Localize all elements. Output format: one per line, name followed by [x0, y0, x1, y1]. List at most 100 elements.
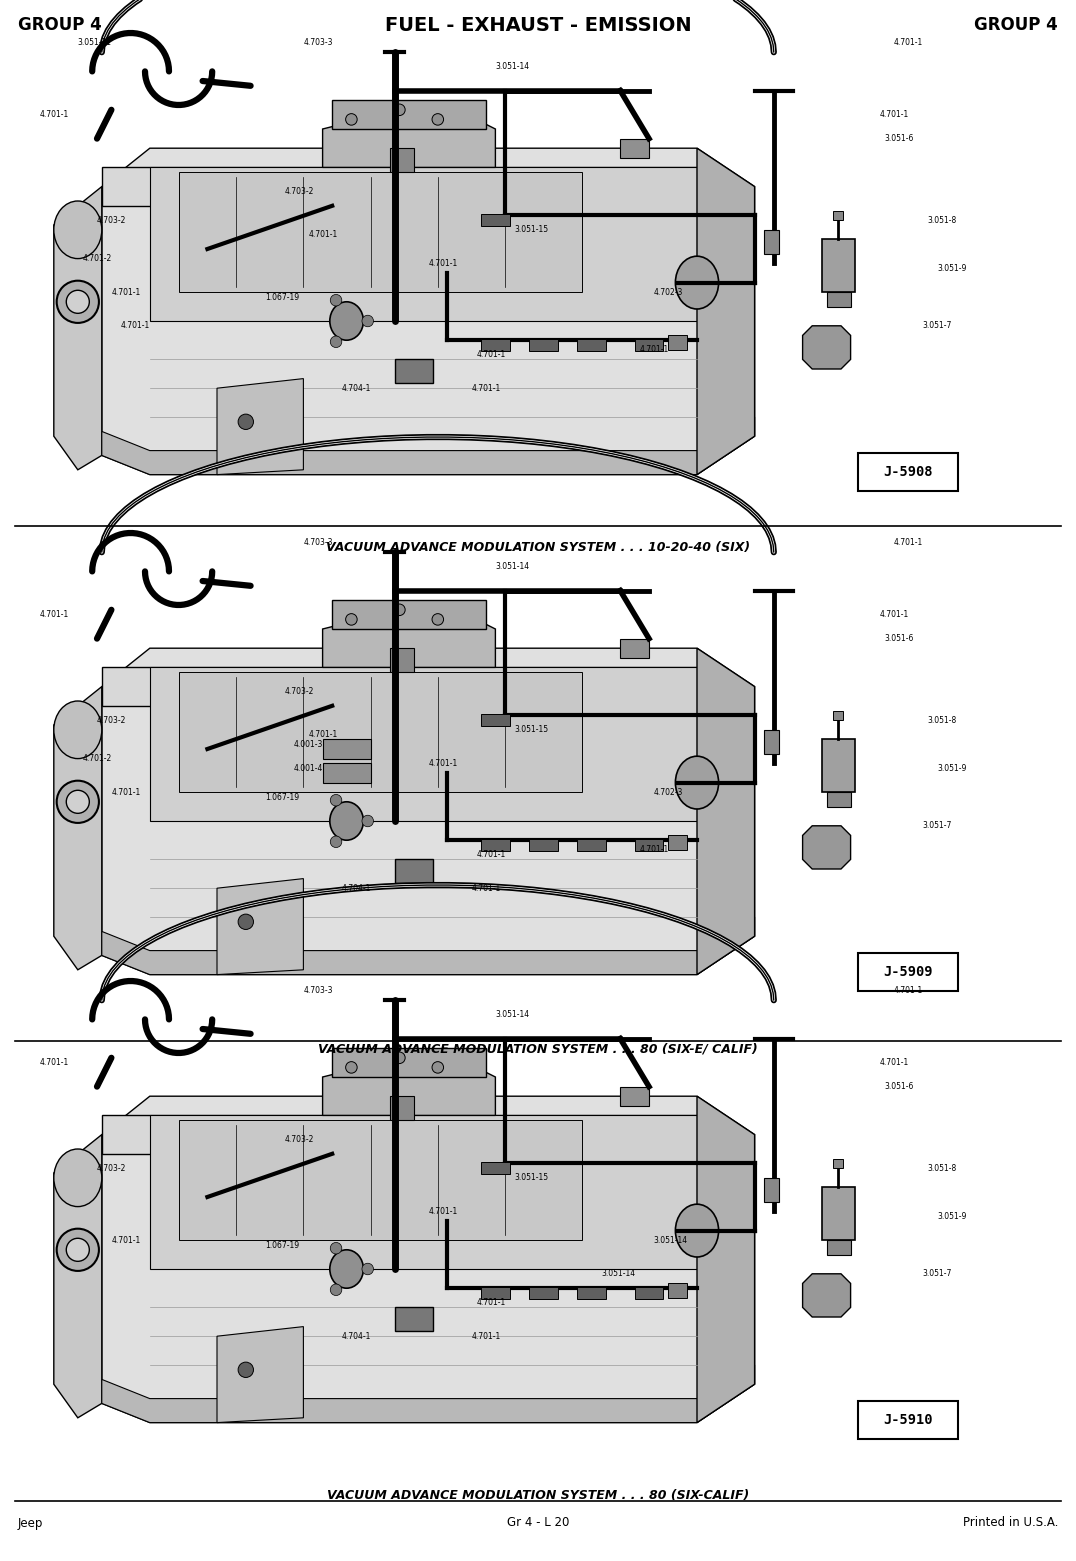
- Text: 4.701-1: 4.701-1: [428, 259, 457, 268]
- Text: 4.703-2: 4.703-2: [284, 687, 313, 696]
- Circle shape: [362, 815, 373, 827]
- Text: 3.051-6: 3.051-6: [884, 634, 914, 643]
- Text: 4.701-1: 4.701-1: [112, 287, 141, 297]
- Bar: [635, 1288, 664, 1299]
- Ellipse shape: [330, 1250, 364, 1288]
- Bar: [332, 1047, 485, 1077]
- Circle shape: [330, 1243, 342, 1253]
- Text: 4.703-2: 4.703-2: [284, 1135, 313, 1144]
- Text: 4.701-1: 4.701-1: [639, 345, 668, 354]
- Circle shape: [362, 1263, 373, 1275]
- Text: 4.702-3: 4.702-3: [654, 788, 683, 796]
- Text: 4.701-1: 4.701-1: [477, 851, 506, 859]
- Bar: [620, 1086, 649, 1105]
- Text: 4.701-1: 4.701-1: [894, 539, 923, 546]
- Polygon shape: [803, 1274, 851, 1317]
- Text: 4.701-1: 4.701-1: [308, 229, 338, 239]
- Bar: [390, 148, 414, 172]
- Bar: [332, 599, 485, 629]
- Polygon shape: [102, 1116, 697, 1154]
- Ellipse shape: [676, 756, 719, 809]
- Text: 4.704-1: 4.704-1: [342, 384, 371, 393]
- Text: 4.701-1: 4.701-1: [40, 610, 69, 620]
- Text: 3.051-14: 3.051-14: [601, 1269, 635, 1278]
- Text: 3.051-7: 3.051-7: [922, 322, 952, 331]
- Bar: [481, 339, 510, 351]
- Bar: [332, 100, 485, 130]
- Text: 1.067-19: 1.067-19: [265, 793, 299, 801]
- Text: 3.051-15: 3.051-15: [514, 225, 549, 234]
- Bar: [833, 211, 843, 220]
- Text: J-5908: J-5908: [883, 465, 933, 479]
- Circle shape: [433, 1061, 443, 1072]
- Bar: [395, 860, 433, 884]
- Ellipse shape: [54, 1149, 102, 1207]
- Bar: [764, 731, 779, 754]
- Polygon shape: [102, 1364, 754, 1422]
- Bar: [822, 740, 855, 791]
- Circle shape: [345, 613, 357, 624]
- Ellipse shape: [54, 701, 102, 759]
- Circle shape: [433, 114, 443, 125]
- Circle shape: [238, 414, 254, 429]
- Polygon shape: [697, 148, 754, 475]
- Circle shape: [57, 281, 99, 323]
- Bar: [826, 292, 851, 306]
- Polygon shape: [179, 673, 582, 791]
- Polygon shape: [54, 1135, 102, 1417]
- Text: 4.703-2: 4.703-2: [97, 215, 126, 225]
- Bar: [822, 239, 855, 292]
- Bar: [481, 1288, 510, 1299]
- Polygon shape: [102, 916, 754, 974]
- Bar: [323, 763, 370, 782]
- Bar: [390, 648, 414, 673]
- Text: 4.701-1: 4.701-1: [428, 1207, 457, 1216]
- Bar: [668, 1283, 688, 1297]
- Text: 4.701-1: 4.701-1: [112, 1236, 141, 1244]
- Circle shape: [330, 295, 342, 306]
- Ellipse shape: [54, 201, 102, 259]
- Text: J-5909: J-5909: [883, 965, 933, 979]
- Bar: [620, 638, 649, 657]
- Text: 4.702-3: 4.702-3: [654, 287, 683, 297]
- Bar: [395, 1308, 433, 1332]
- Text: 4.701-1: 4.701-1: [112, 788, 141, 796]
- Text: 4.701-2: 4.701-2: [83, 254, 112, 264]
- Circle shape: [394, 1052, 406, 1063]
- Bar: [323, 740, 370, 759]
- Text: 3.051-14: 3.051-14: [495, 562, 529, 571]
- Polygon shape: [323, 1063, 495, 1116]
- Text: 4.703-2: 4.703-2: [97, 1163, 126, 1172]
- Text: J-5910: J-5910: [883, 1413, 933, 1427]
- Text: 4.703-3: 4.703-3: [303, 539, 332, 546]
- Bar: [529, 840, 557, 851]
- Text: 3.051-14: 3.051-14: [495, 62, 529, 72]
- Text: GROUP 4: GROUP 4: [18, 16, 102, 34]
- Circle shape: [67, 290, 89, 314]
- Bar: [822, 1188, 855, 1239]
- Text: 4.704-1: 4.704-1: [342, 884, 371, 893]
- Circle shape: [345, 1061, 357, 1072]
- Polygon shape: [102, 148, 754, 475]
- Circle shape: [330, 837, 342, 848]
- Text: 3.051-15: 3.051-15: [514, 1174, 549, 1182]
- Text: 3.051-9: 3.051-9: [937, 763, 966, 773]
- Text: 3.051-7: 3.051-7: [922, 821, 952, 830]
- Polygon shape: [102, 417, 754, 475]
- Polygon shape: [102, 1096, 754, 1422]
- Text: 3.051-8: 3.051-8: [928, 715, 957, 724]
- Text: 3.051-11: 3.051-11: [77, 37, 112, 47]
- Text: VACUUM ADVANCE MODULATION SYSTEM . . . 10-20-40 (SIX): VACUUM ADVANCE MODULATION SYSTEM . . . 1…: [326, 542, 750, 554]
- Text: 1.067-19: 1.067-19: [265, 1241, 299, 1249]
- Ellipse shape: [330, 802, 364, 840]
- Ellipse shape: [330, 301, 364, 340]
- Circle shape: [330, 795, 342, 805]
- Bar: [764, 1179, 779, 1202]
- Circle shape: [345, 114, 357, 125]
- Bar: [668, 835, 688, 849]
- Text: Printed in U.S.A.: Printed in U.S.A.: [963, 1516, 1058, 1530]
- Text: 3.051-6: 3.051-6: [884, 1082, 914, 1091]
- Text: 4.701-1: 4.701-1: [879, 1058, 908, 1068]
- Text: 3.051-14: 3.051-14: [654, 1236, 688, 1244]
- Text: 4.701-1: 4.701-1: [471, 1332, 500, 1341]
